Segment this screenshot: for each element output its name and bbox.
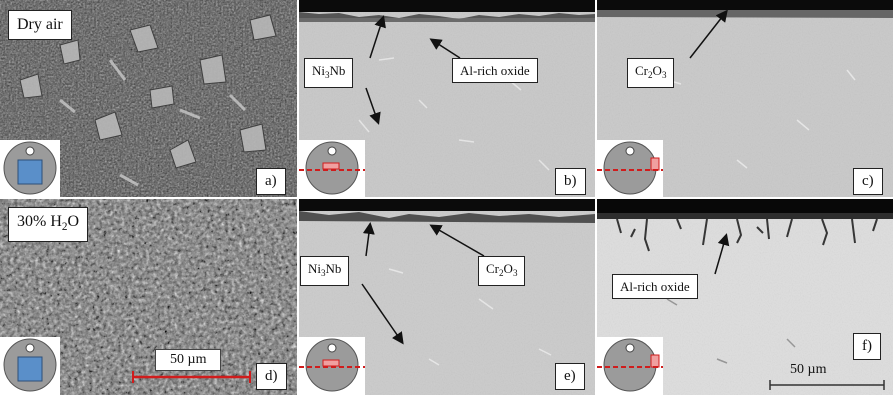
cross-section-e [299, 199, 595, 395]
panel-label-c: c) [853, 168, 883, 195]
ni3nb-suffix: Nb [325, 261, 342, 276]
annotation-ni3nb-e: Ni3Nb [300, 256, 350, 287]
cr2o3-sub1: 2 [499, 268, 504, 279]
micrograph-e [299, 199, 595, 395]
cross-section-c [597, 0, 893, 197]
cr2o3-prefix: Cr [635, 63, 648, 78]
panel-label-a: a) [256, 168, 286, 195]
cr2o3-prefix: Cr [486, 261, 499, 276]
condition-prefix: 30% H [17, 213, 62, 230]
scale-label-d: 50 µm [155, 349, 222, 371]
annotation-ni3nb-b: Ni3Nb [304, 58, 354, 89]
micrograph-c [597, 0, 893, 197]
annotation-al-oxide-f: Al-rich oxide [612, 274, 698, 299]
micrograph-b [299, 0, 595, 197]
cr2o3-sub2: 3 [512, 268, 518, 279]
ni3nb-suffix: Nb [329, 63, 346, 78]
condition-suffix: O [67, 213, 80, 230]
ni3nb-sub: 3 [325, 70, 330, 81]
cr2o3-mid: O [652, 63, 662, 78]
cr2o3-mid: O [503, 261, 513, 276]
condition-label-dry-air: Dry air [8, 10, 72, 40]
annotation-al-oxide-b: Al-rich oxide [452, 58, 538, 83]
annotation-cr2o3-e: Cr2O3 [478, 256, 526, 287]
panel-label-d: d) [256, 363, 287, 390]
scale-label-f: 50 µm [790, 362, 827, 377]
ni3nb-sub: 3 [321, 268, 326, 279]
ni3nb-prefix: Ni [308, 261, 321, 276]
condition-label-water: 30% H2O [8, 207, 89, 242]
panel-label-e: e) [555, 363, 585, 390]
condition-sub: 2 [61, 220, 68, 233]
cr2o3-sub2: 3 [661, 70, 667, 81]
cross-section-b [299, 0, 595, 197]
annotation-cr2o3-c: Cr2O3 [627, 58, 675, 89]
cr2o3-sub1: 2 [648, 70, 653, 81]
panel-label-f: f) [853, 333, 881, 360]
panel-label-b: b) [555, 168, 586, 195]
ni3nb-prefix: Ni [312, 63, 325, 78]
